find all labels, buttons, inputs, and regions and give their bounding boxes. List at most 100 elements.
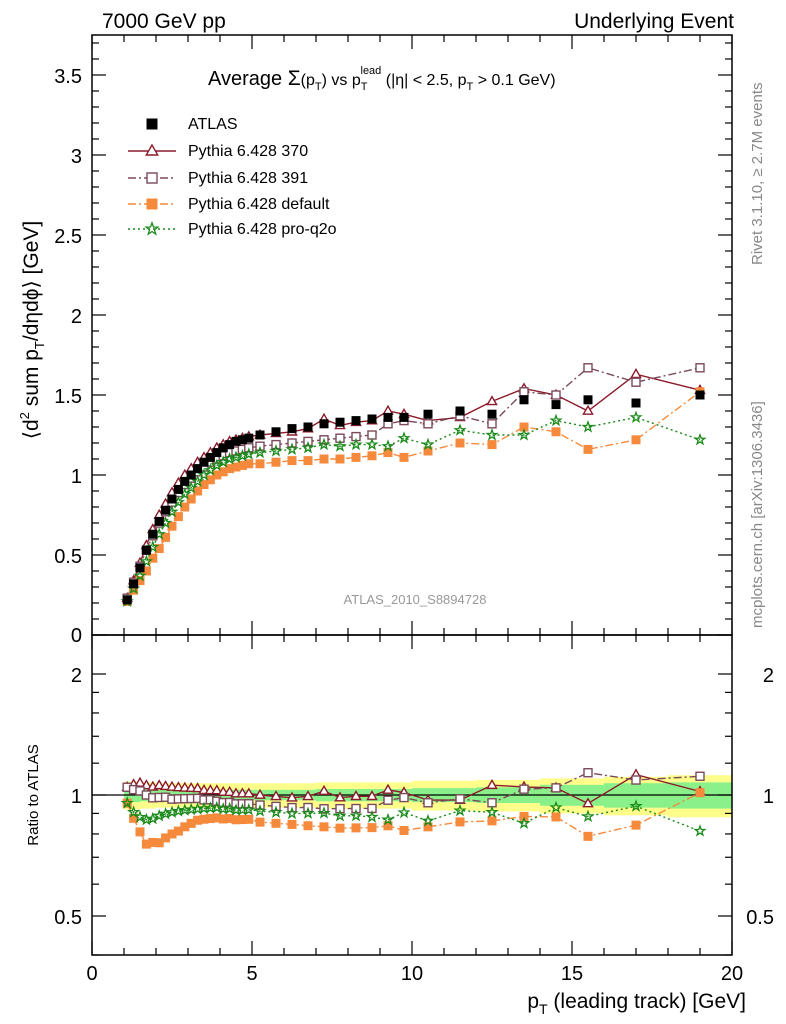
- data-point-pythia-6-428-370: [582, 404, 594, 415]
- ratio-point-pythia-6-428-370: [286, 791, 298, 802]
- data-point-pythia-6-428-370: [630, 367, 642, 379]
- ratio-point-pythia-6-428-370: [159, 780, 172, 791]
- data-point-atlas: [335, 417, 345, 427]
- ratio-point-pythia-6-428-pro-q2o: [397, 805, 411, 819]
- data-point-pythia-6-428-default: [351, 452, 361, 462]
- data-point-atlas: [244, 433, 254, 443]
- data-point-pythia-6-428-default: [455, 438, 465, 448]
- ratio-point-pythia-6-428-pro-q2o: [210, 800, 224, 814]
- ratio-point-pythia-6-428-391: [519, 784, 529, 794]
- plot-title: Average Σ(pT) vs pTlead (|η| < 2.5, pT >…: [208, 65, 556, 93]
- data-point-atlas: [148, 529, 158, 539]
- data-point-pythia-6-428-pro-q2o: [397, 431, 411, 444]
- ratio-point-pythia-6-428-default: [271, 818, 281, 828]
- data-point-atlas: [154, 516, 164, 526]
- data-point-pythia-6-428-pro-q2o: [133, 568, 147, 582]
- ratio-point-pythia-6-428-370: [223, 785, 236, 796]
- data-point-pythia-6-428-391: [423, 419, 433, 429]
- x-tick-label: 0: [86, 963, 97, 985]
- data-point-atlas: [303, 422, 313, 432]
- ratio-point-pythia-6-428-pro-q2o: [253, 804, 267, 817]
- ratio-point-pythia-6-428-default: [455, 817, 465, 827]
- data-point-pythia-6-428-default: [335, 454, 345, 464]
- legend: [128, 118, 176, 236]
- data-point-atlas: [383, 412, 393, 422]
- ratio-point-pythia-6-428-391: [455, 794, 465, 804]
- data-point-pythia-6-428-pro-q2o: [333, 439, 347, 452]
- ratio-point-pythia-6-428-pro-q2o: [242, 802, 256, 816]
- data-point-pythia-6-428-pro-q2o: [301, 440, 315, 454]
- data-point-pythia-6-428-default: [205, 475, 215, 485]
- series-line-pythia-6-428-pro-q2o: [126, 416, 701, 602]
- data-point-pythia-6-428-391: [631, 377, 641, 387]
- legend-marker-pythia-6-428-391: [146, 172, 158, 184]
- y-tick-label: 1: [71, 466, 82, 488]
- ratio-y-tick-label-right: 1: [763, 786, 774, 808]
- data-point-atlas: [173, 484, 183, 494]
- ratio-point-pythia-6-428-pro-q2o: [301, 806, 315, 819]
- ratio-point-pythia-6-428-default: [303, 821, 313, 831]
- header-right-label: Underlying Event: [574, 10, 734, 33]
- data-point-pythia-6-428-pro-q2o: [693, 432, 707, 446]
- ratio-point-pythia-6-428-default: [551, 812, 561, 822]
- ratio-point-pythia-6-428-default: [399, 825, 409, 835]
- data-point-pythia-6-428-default: [367, 451, 377, 461]
- ratio-point-pythia-6-428-pro-q2o: [629, 799, 643, 812]
- data-point-atlas: [167, 494, 177, 504]
- ratio-point-pythia-6-428-default: [695, 788, 705, 798]
- y-tick-label: 3.5: [54, 66, 82, 88]
- data-point-atlas: [351, 416, 361, 426]
- x-tick-label: 15: [561, 963, 583, 985]
- data-point-pythia-6-428-default: [148, 553, 158, 563]
- data-point-pythia-6-428-pro-q2o: [453, 423, 467, 436]
- series-line-pythia-6-428-370: [126, 373, 701, 599]
- x-tick-label: 5: [246, 963, 257, 985]
- y-tick-label: 0: [71, 625, 82, 647]
- data-point-atlas: [271, 427, 281, 437]
- ratio-point-pythia-6-428-391: [423, 798, 433, 808]
- ratio-point-pythia-6-428-370: [178, 781, 191, 792]
- data-point-pythia-6-428-default: [161, 532, 171, 542]
- data-point-atlas: [193, 464, 203, 474]
- data-point-atlas: [367, 414, 377, 424]
- ratio-point-pythia-6-428-pro-q2o: [517, 816, 531, 829]
- data-point-atlas: [186, 470, 196, 480]
- ratio-point-pythia-6-428-370: [318, 784, 330, 795]
- mcplots-reference-label: mcplots.cern.ch [arXiv:1306.3436]: [749, 401, 766, 628]
- y-axis-label: ⟨d2 sum pT/dηdϕ⟩ [GeV]: [17, 221, 47, 439]
- data-point-pythia-6-428-pro-q2o: [549, 413, 563, 427]
- ratio-point-pythia-6-428-default: [487, 816, 497, 826]
- data-point-atlas: [287, 424, 297, 434]
- data-point-atlas: [161, 505, 171, 515]
- y-tick-label: 1.5: [54, 386, 82, 408]
- ratio-point-pythia-6-428-370: [334, 791, 346, 802]
- ratio-point-pythia-6-428-default: [351, 823, 361, 833]
- data-point-pythia-6-428-pro-q2o: [317, 437, 331, 451]
- data-point-pythia-6-428-pro-q2o: [269, 444, 283, 457]
- ratio-point-pythia-6-428-pro-q2o: [581, 809, 595, 823]
- data-point-pythia-6-428-pro-q2o: [146, 540, 160, 553]
- legend-marker-pythia-6-428-370: [145, 143, 159, 156]
- ratio-point-pythia-6-428-370: [382, 783, 394, 794]
- data-point-atlas: [583, 395, 593, 405]
- ratio-point-pythia-6-428-pro-q2o: [333, 808, 347, 822]
- ratio-point-pythia-6-428-pro-q2o: [349, 808, 363, 822]
- ratio-point-pythia-6-428-pro-q2o: [549, 800, 563, 814]
- ratio-point-pythia-6-428-pro-q2o: [146, 811, 160, 825]
- ratio-point-pythia-6-428-default: [367, 823, 377, 833]
- data-point-atlas: [255, 430, 265, 440]
- axis-ticks: [91, 35, 733, 956]
- ratio-point-pythia-6-428-370: [582, 797, 594, 808]
- ratio-point-pythia-6-428-370: [366, 790, 378, 801]
- data-point-atlas: [519, 395, 529, 405]
- data-point-pythia-6-428-pro-q2o: [285, 442, 299, 455]
- ratio-y-tick-label: 0.5: [54, 907, 82, 929]
- data-point-pythia-6-428-default: [186, 494, 196, 504]
- ratio-point-pythia-6-428-370: [242, 787, 255, 798]
- data-point-pythia-6-428-default: [583, 444, 593, 454]
- x-tick-label: 10: [401, 963, 423, 985]
- ratio-y-tick-label-right: 2: [763, 665, 774, 687]
- ratio-point-pythia-6-428-370: [350, 790, 362, 801]
- data-point-pythia-6-428-391: [583, 363, 593, 373]
